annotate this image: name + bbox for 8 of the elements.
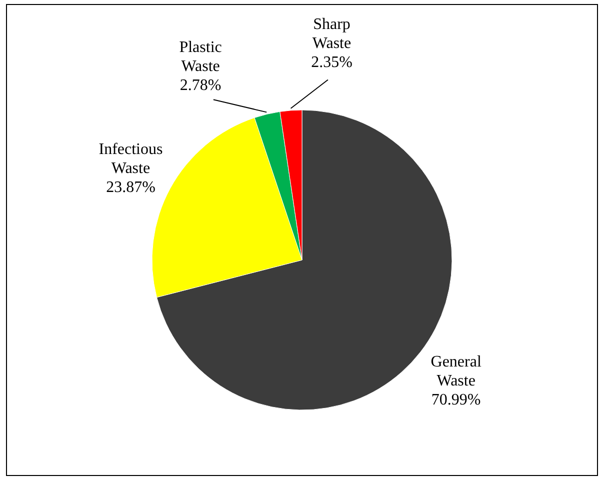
slice-label: Sharp Waste [312,16,352,52]
slice-label: Plastic Waste [179,38,222,75]
slice-label: Infectious Waste [98,140,163,177]
slice-label: General Waste [430,354,482,390]
data-label: 2.35% [311,54,352,72]
data-label: 2.78% [180,76,222,94]
data-label: 23.87% [106,178,156,196]
data-label: 70.99% [431,392,481,409]
